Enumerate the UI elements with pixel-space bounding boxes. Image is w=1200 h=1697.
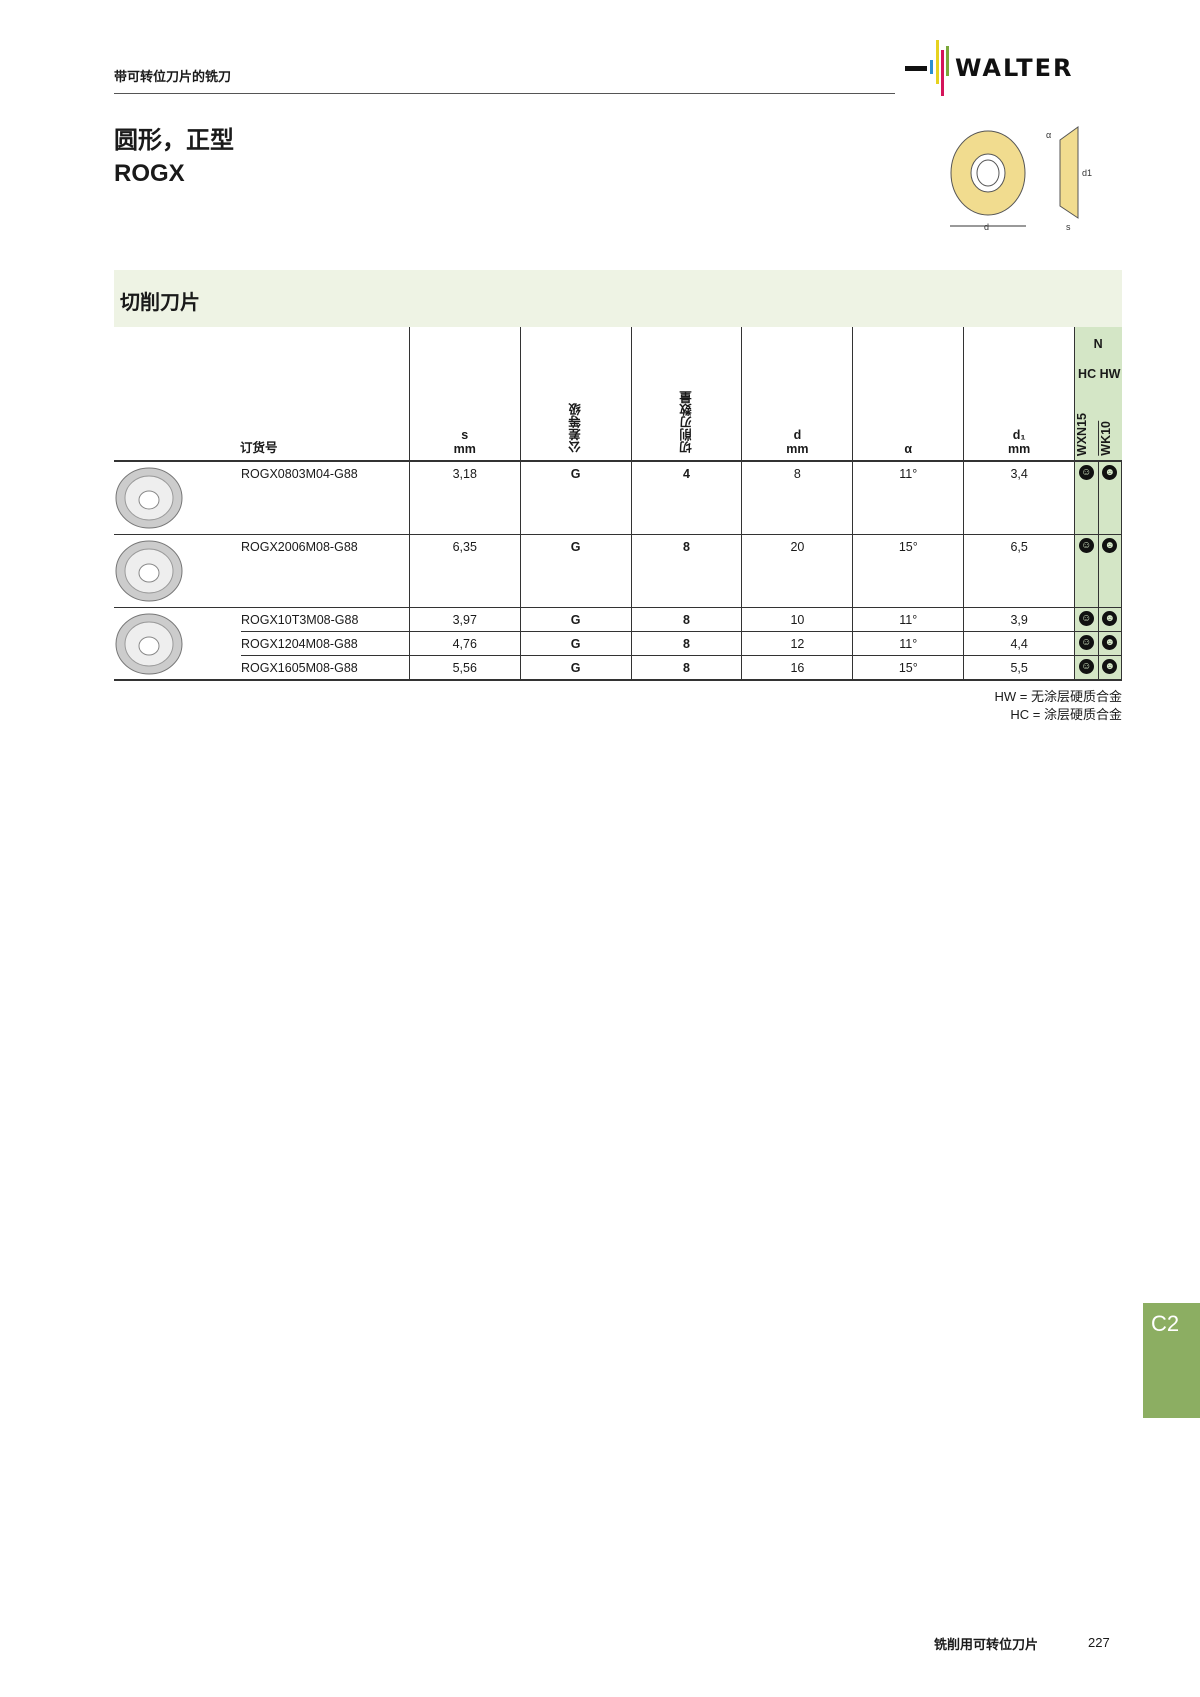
cell-s: 3,18	[408, 461, 521, 535]
cell-edges: 8	[630, 534, 742, 608]
smiley-icon: ☻	[1102, 634, 1118, 650]
table-row: ROGX2006M08-G88 6,35 G 8 20 15° 6,5 ☺ ☻	[114, 534, 1122, 608]
page-number: 227	[1088, 1635, 1110, 1650]
grade-wxn15-cell: ☺	[1074, 631, 1098, 656]
cell-s: 4,76	[408, 631, 521, 656]
cell-d: 16	[741, 655, 853, 681]
cell-d1: 5,5	[963, 655, 1075, 681]
cell-tolerance: G	[519, 607, 632, 632]
grade-wxn15-cell: ☺	[1074, 534, 1098, 608]
svg-text:WALTER: WALTER	[955, 54, 1074, 82]
cell-tolerance: G	[519, 631, 632, 656]
insert-image	[115, 540, 183, 601]
smiley-icon: ☺	[1078, 610, 1094, 626]
table-row: ROGX0803M04-G88 3,18 G 4 8 11° 3,4 ☺ ☻	[114, 461, 1122, 535]
grade-wk10-cell: ☻	[1097, 461, 1122, 535]
section-title: 切削刀片	[120, 292, 200, 314]
header-divider	[114, 93, 895, 94]
cell-s: 6,35	[408, 534, 521, 608]
order-code[interactable]: ROGX2006M08-G88	[241, 534, 410, 608]
order-code[interactable]: ROGX10T3M08-G88	[241, 607, 410, 632]
col-alpha: α	[852, 327, 964, 462]
insert-image-cell	[114, 607, 241, 681]
cell-d: 8	[741, 461, 853, 535]
grade-wk10-cell: ☻	[1097, 534, 1122, 608]
diagram-label-alpha: α	[1046, 130, 1051, 140]
smiley-icon: ☻	[1102, 610, 1118, 626]
page-subtitle: ROGX	[114, 160, 185, 187]
table-row: ROGX1204M08-G88 4,76 G 8 12 11° 4,4 ☺ ☻	[114, 631, 1122, 656]
order-code[interactable]: ROGX0803M04-G88	[241, 461, 410, 535]
smiley-icon: ☺	[1078, 658, 1094, 674]
table-row: ROGX10T3M08-G88 3,97 G 8 10 11° 3,9 ☺ ☻	[114, 607, 1122, 681]
cell-d1: 4,4	[963, 631, 1075, 656]
insert-diagram: d s d1 α	[950, 126, 1092, 232]
col-s: s mm	[408, 327, 521, 462]
grade-wxn15-cell: ☺	[1074, 607, 1098, 632]
footer-label: 铣削用可转位刀片	[934, 1637, 1039, 1652]
col-tolerance: 公差等级	[519, 327, 632, 462]
smiley-icon: ☻	[1102, 465, 1118, 480]
col-d1: d₁ mm	[963, 327, 1075, 462]
cell-tolerance: G	[519, 655, 632, 681]
smiley-icon: ☺	[1078, 465, 1094, 480]
cell-alpha: 11°	[852, 631, 964, 656]
chapter-tab[interactable]: C2	[1143, 1303, 1200, 1418]
cell-alpha: 11°	[852, 461, 964, 535]
cell-edges: 8	[630, 607, 742, 632]
grade-wxn15-cell: ☺	[1074, 461, 1098, 535]
insert-image-cell	[114, 534, 241, 608]
order-code[interactable]: ROGX1204M08-G88	[241, 631, 410, 656]
cell-s: 5,56	[408, 655, 521, 681]
cell-alpha: 11°	[852, 607, 964, 632]
insert-image	[115, 613, 183, 674]
smiley-icon: ☺	[1078, 537, 1094, 553]
insert-table: 订货号 s mm 公差等级 切削刃数量 d mm α d₁ mm N HC HW WX…	[114, 327, 1122, 681]
table-row: ROGX1605M08-G88 5,56 G 8 16 15° 5,5 ☺ ☻	[114, 655, 1122, 681]
cell-d: 12	[741, 631, 853, 656]
section-band: 切削刀片	[114, 270, 1122, 327]
cell-s: 3,97	[408, 607, 521, 632]
col-edges: 切削刃数量	[630, 327, 742, 462]
insert-image-cell	[114, 461, 241, 535]
cell-d1: 3,4	[963, 461, 1075, 535]
order-code[interactable]: ROGX1605M08-G88	[241, 655, 410, 681]
cell-d: 20	[741, 534, 853, 608]
walter-logo: WALTER	[905, 40, 1074, 96]
col-order-no: 订货号	[114, 327, 410, 462]
diagram-label-s: s	[1066, 222, 1071, 232]
grade-wk10-cell: ☻	[1097, 655, 1122, 681]
cell-d1: 6,5	[963, 534, 1075, 608]
cell-d1: 3,9	[963, 607, 1075, 632]
grade-wk10-cell: ☻	[1097, 631, 1122, 656]
note-hc: HC = 涂层硬质合金	[1010, 707, 1122, 722]
diagram-label-d1: d1	[1082, 168, 1092, 178]
diagram-label-d: d	[984, 222, 989, 232]
cell-d: 10	[741, 607, 853, 632]
grade-wk10-cell: ☻	[1097, 607, 1122, 632]
note-hw: HW = 无涂层硬质合金	[994, 689, 1122, 704]
cell-tolerance: G	[519, 534, 632, 608]
cell-alpha: 15°	[852, 534, 964, 608]
col-grades: N HC HW WXN15 WK10	[1074, 327, 1122, 462]
cell-edges: 8	[630, 655, 742, 681]
cell-edges: 4	[630, 461, 742, 535]
col-d: d mm	[741, 327, 853, 462]
page-title: 圆形，正型	[114, 127, 234, 154]
smiley-icon: ☺	[1078, 634, 1094, 650]
smiley-icon: ☻	[1102, 658, 1118, 674]
grade-wxn15-cell: ☺	[1074, 655, 1098, 681]
smiley-icon: ☻	[1102, 537, 1118, 553]
cell-edges: 8	[630, 631, 742, 656]
insert-image	[115, 467, 183, 529]
cell-alpha: 15°	[852, 655, 964, 681]
cell-tolerance: G	[519, 461, 632, 535]
section-header: 带可转位刀片的铣刀	[114, 69, 232, 84]
